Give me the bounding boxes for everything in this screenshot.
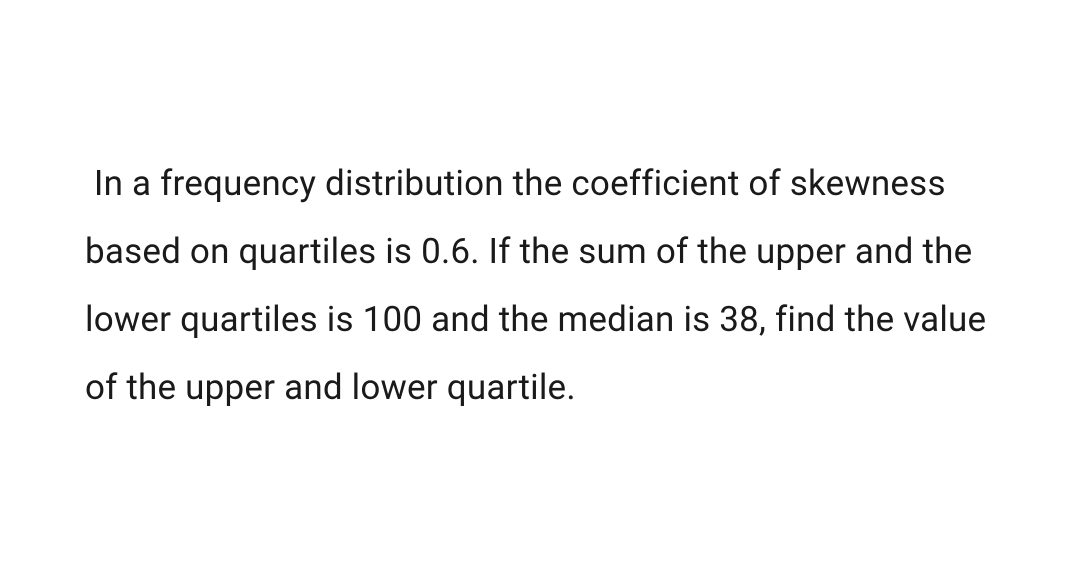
problem-statement: In a frequency distribution the coeffici… [85,150,995,423]
